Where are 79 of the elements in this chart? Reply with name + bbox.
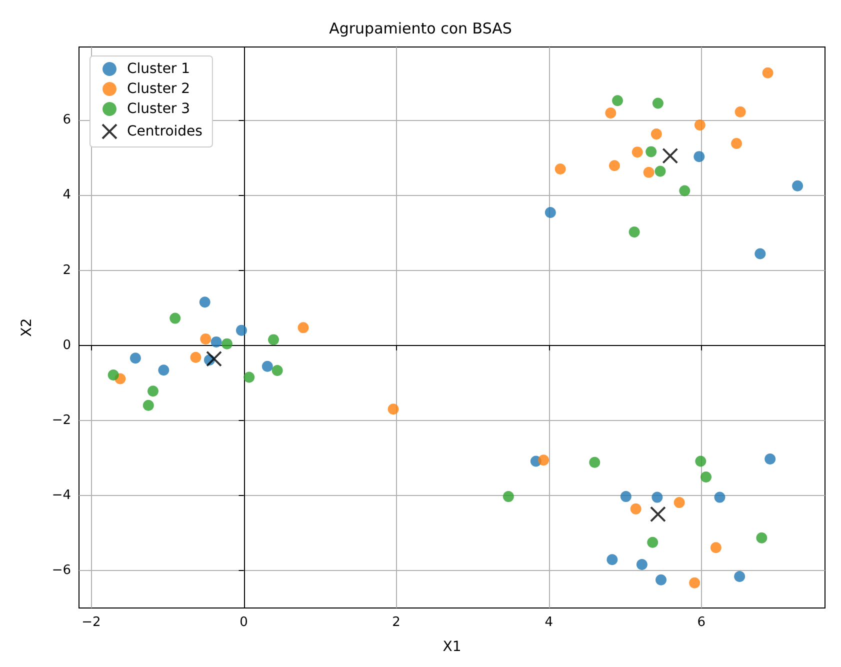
point [589, 456, 600, 468]
point [502, 491, 514, 502]
point [714, 492, 726, 503]
point [262, 360, 273, 372]
x-tick-label: 2 [392, 615, 400, 630]
point [647, 536, 658, 548]
point [734, 106, 746, 118]
y-tick-label: 2 [62, 262, 71, 278]
point [538, 454, 550, 466]
point [652, 98, 664, 109]
point [170, 312, 181, 324]
point [764, 454, 776, 465]
point [108, 369, 119, 380]
point [656, 574, 666, 586]
point [689, 577, 700, 588]
point [268, 334, 280, 346]
x-tick-label: −2 [82, 615, 101, 630]
point [650, 506, 666, 522]
point [608, 160, 620, 172]
point [620, 491, 632, 502]
x-tick-label: 0 [240, 615, 248, 630]
point [679, 185, 690, 196]
y-tick-label: 0 [62, 338, 71, 353]
point [210, 336, 222, 348]
point [734, 570, 746, 582]
legend-label: Centroides [127, 124, 202, 140]
point [792, 180, 804, 192]
point [643, 166, 654, 178]
point [654, 166, 666, 177]
point [148, 386, 158, 397]
point [650, 128, 662, 140]
point [605, 108, 616, 119]
point [632, 146, 643, 158]
point [646, 146, 657, 158]
point [130, 352, 141, 364]
point [731, 138, 742, 149]
point [612, 95, 624, 106]
point [674, 497, 685, 508]
y-tick-label: 4 [62, 188, 71, 203]
point [199, 296, 210, 308]
point [388, 404, 399, 415]
y-tick-label: 6 [62, 112, 71, 128]
point [756, 532, 768, 544]
point [652, 492, 663, 503]
point [244, 372, 255, 383]
point [221, 338, 232, 350]
point [298, 322, 309, 334]
point [636, 558, 648, 570]
x-tick-label: 4 [544, 615, 554, 630]
point [762, 67, 774, 78]
point [544, 206, 556, 218]
point [694, 151, 705, 162]
x-tick-label: 6 [697, 615, 706, 630]
chart-title: Agrupamiento con BSAS [329, 20, 512, 38]
point [754, 248, 766, 260]
point [628, 226, 640, 238]
point [142, 400, 154, 411]
point [200, 333, 212, 344]
x-axis-title: X1 [442, 639, 462, 655]
point [662, 148, 678, 164]
point [630, 503, 642, 514]
y-axis-title: X2 [19, 318, 35, 337]
y-tick-label: −4 [52, 488, 71, 503]
point [190, 352, 202, 363]
point [606, 554, 618, 566]
point [554, 163, 566, 174]
point [158, 364, 170, 376]
legend-label: Cluster 1 [127, 61, 190, 77]
point [272, 364, 283, 376]
point [694, 120, 706, 131]
point [710, 542, 722, 554]
y-tick-label: −6 [52, 562, 71, 578]
legend-label: Cluster 3 [127, 101, 190, 117]
point [695, 456, 706, 467]
point [700, 472, 712, 483]
point [236, 324, 247, 336]
y-tick-label: −2 [52, 412, 71, 428]
point [206, 350, 222, 367]
legend-label: Cluster 2 [127, 81, 190, 97]
